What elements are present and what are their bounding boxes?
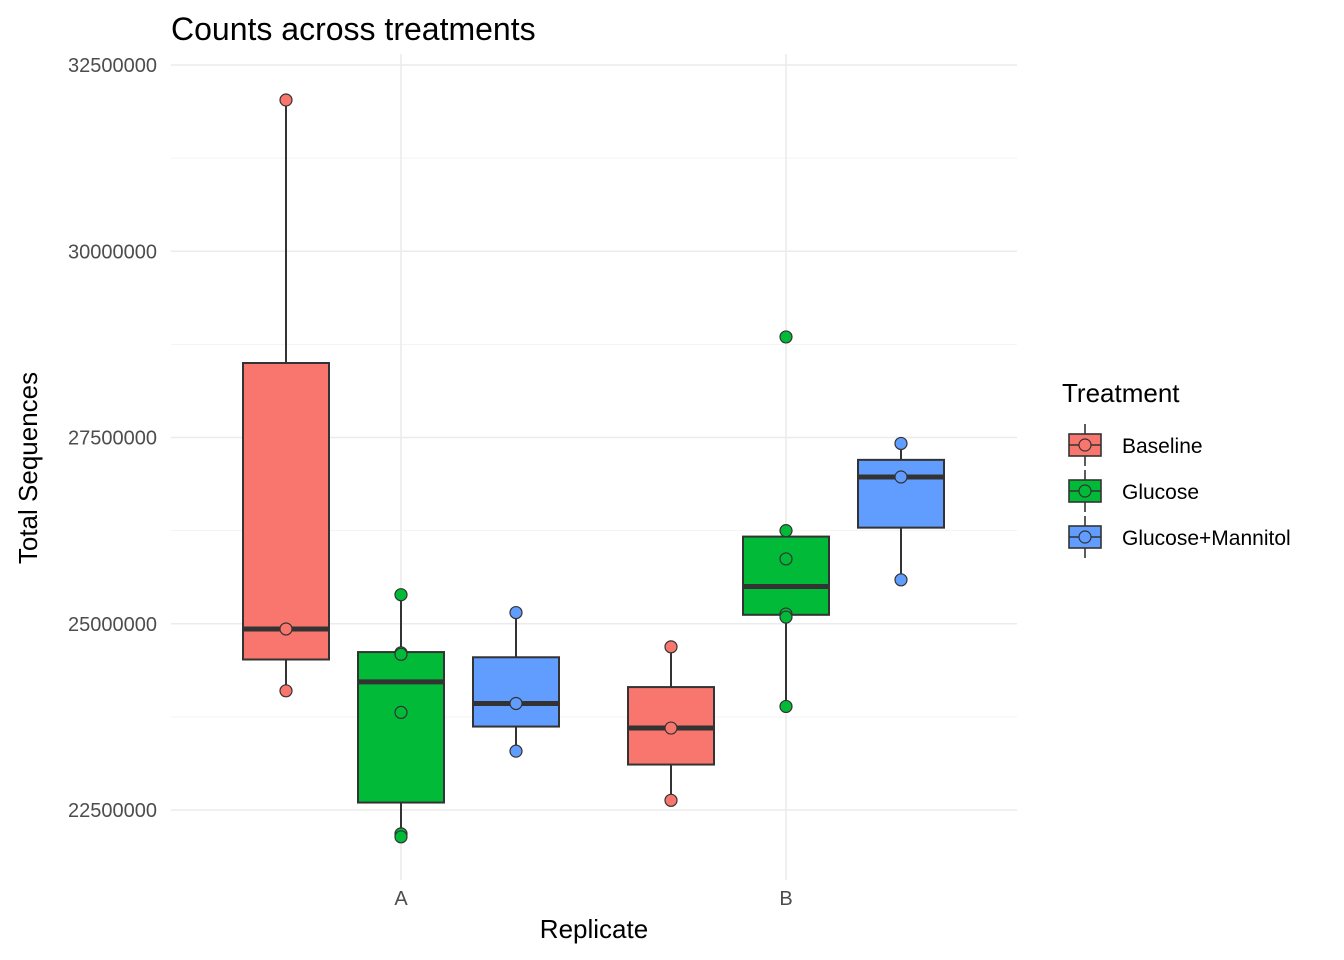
data-point [779,330,793,344]
chart-title: Counts across treatments [171,11,536,47]
data-point [509,696,523,711]
legend: Treatment Baseline Glucose Glucose+Mannitol [1062,378,1291,558]
data-point [779,610,793,624]
y-tick-label: 27500000 [68,428,157,450]
points-baseline [279,93,678,807]
data-point [779,699,793,714]
box-iqr [742,535,830,616]
box-iqr [242,362,330,661]
data-point [394,830,408,844]
box-iqr [357,651,445,804]
box-iqr [472,656,560,728]
data-point [779,524,793,538]
data-point [279,622,293,636]
legend-label: Glucose+Mannitol [1122,527,1291,550]
data-point [394,588,408,602]
y-tick-label: 25000000 [68,614,157,636]
legend-key-point [1078,530,1092,544]
data-point [894,573,908,587]
legend-title: Treatment [1062,378,1180,408]
series-glucose [357,531,830,838]
x-axis-title: Replicate [540,914,648,944]
points-glucose [394,330,793,844]
y-axis-title: Total Sequences [13,372,43,564]
data-point [509,744,523,758]
data-point [394,705,408,720]
legend-key-point [1078,438,1092,452]
legend-item: Glucose+Mannitol [1068,516,1291,558]
y-axis: 22500000 25000000 27500000 30000000 32500000 [68,55,157,822]
y-tick-label: 22500000 [68,800,157,822]
data-point [664,640,678,654]
legend-label: Baseline [1122,435,1203,458]
data-point [394,647,408,661]
legend-label: Glucose [1122,481,1199,504]
legend-key-point [1078,484,1092,498]
box-iqr [857,458,945,529]
data-point [509,605,523,620]
data-point [279,93,293,107]
y-tick-label: 32500000 [68,55,157,77]
box-series-group [242,93,945,844]
points-glucose-mannitol [509,436,908,758]
data-point [894,436,908,451]
data-point [779,552,793,566]
legend-item: Glucose [1068,470,1199,512]
y-tick-label: 30000000 [68,241,157,263]
x-tick-label: B [779,888,792,910]
data-point [664,793,678,807]
data-point [894,470,908,484]
data-point [279,684,293,698]
x-tick-label: A [394,888,408,910]
legend-item: Baseline [1068,424,1203,466]
data-point [664,721,678,735]
